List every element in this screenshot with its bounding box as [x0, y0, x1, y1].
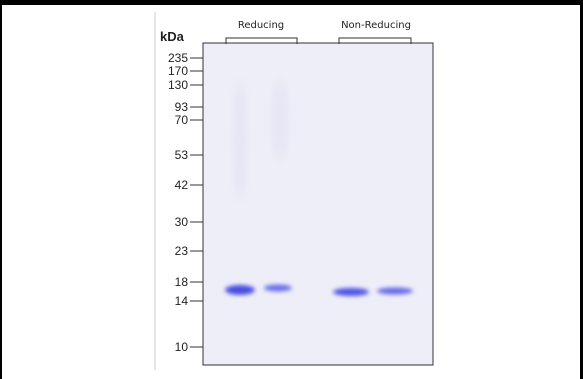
band	[333, 288, 369, 296]
marker-label: 70	[175, 113, 189, 127]
marker-label: 53	[175, 148, 189, 162]
marker-label: 235	[168, 51, 188, 65]
unit-label: kDa	[160, 29, 185, 44]
marker-label: 14	[175, 294, 189, 308]
band	[377, 288, 413, 295]
band	[264, 285, 292, 292]
marker-label: 130	[168, 78, 188, 92]
marker-label: 93	[175, 100, 189, 114]
group-label: Reducing	[238, 20, 284, 31]
marker-label: 42	[175, 178, 189, 192]
gel-image: kDa Reducing Non-Reducing 235170130 9370 5…	[0, 0, 583, 379]
group-label: Non-Reducing	[341, 20, 411, 31]
marker-label: 10	[175, 340, 189, 354]
frame-top	[0, 0, 583, 5]
band	[225, 285, 255, 295]
marker-label: 23	[175, 244, 189, 258]
frame-left	[0, 0, 2, 379]
marker-label: 170	[168, 64, 188, 78]
marker-label: 18	[175, 275, 189, 289]
gel-figure: kDa Reducing Non-Reducing 235170130 9370 5…	[0, 0, 583, 379]
marker-label: 30	[175, 215, 189, 229]
